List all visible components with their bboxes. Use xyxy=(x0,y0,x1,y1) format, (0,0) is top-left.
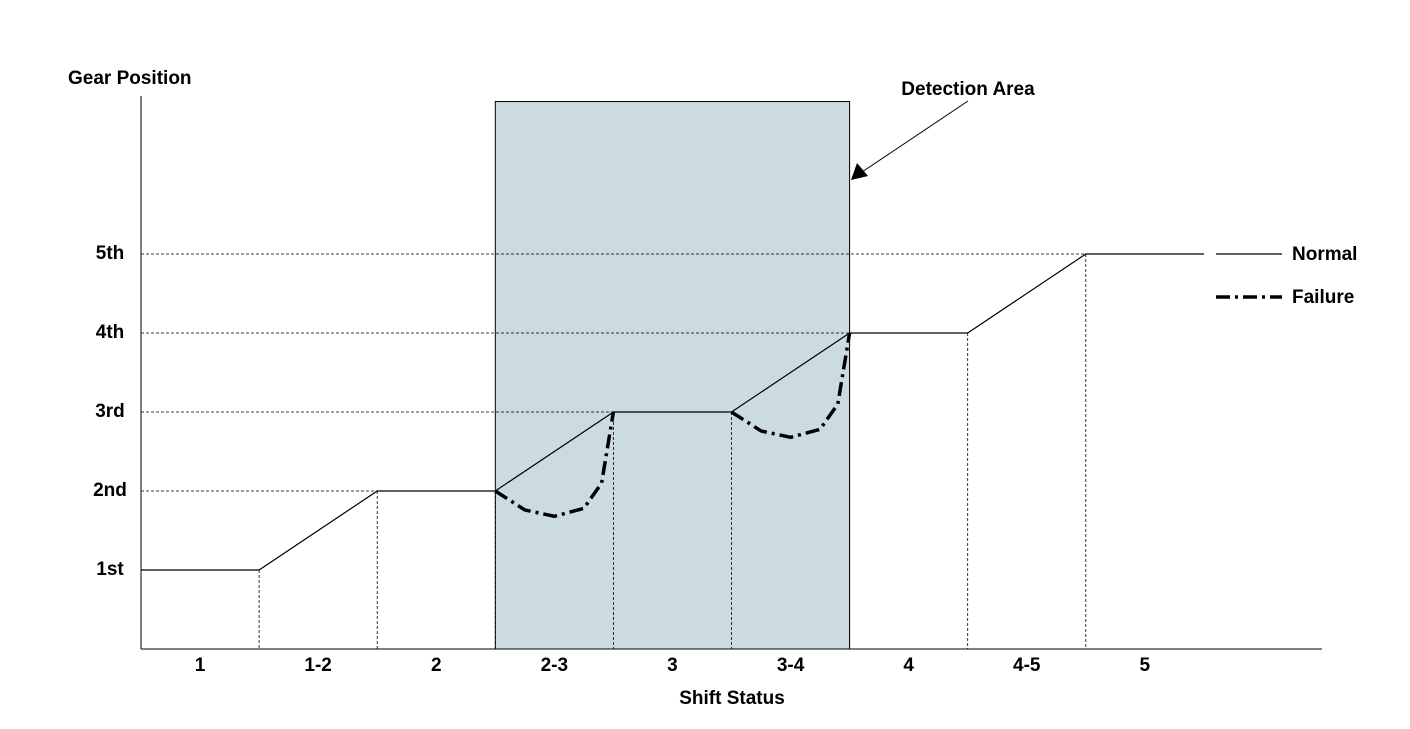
x-tick-label: 2 xyxy=(431,655,442,676)
annotation-arrow xyxy=(861,100,969,173)
detection-area xyxy=(494,101,851,650)
series-line xyxy=(141,253,1204,571)
y-tick-label: 1st xyxy=(96,559,124,580)
y-tick-label: 2nd xyxy=(93,480,127,501)
x-tick-label: 3-4 xyxy=(777,655,805,676)
x-tick-label: 4-5 xyxy=(1013,655,1041,676)
series-line xyxy=(494,332,852,519)
annotation-label: Detection Area xyxy=(901,79,1035,100)
legend-label: Failure xyxy=(1292,287,1354,308)
x-axis-title: Shift Status xyxy=(679,688,785,709)
y-tick-label: 5th xyxy=(96,243,125,264)
x-tick-label: 5 xyxy=(1140,655,1151,676)
x-tick-label: 1 xyxy=(195,655,206,676)
arrow-head xyxy=(851,163,868,180)
y-axis-title: Gear Position xyxy=(68,68,192,89)
y-tick-label: 4th xyxy=(96,322,125,343)
legend-label: Normal xyxy=(1292,244,1357,265)
x-tick-label: 2-3 xyxy=(541,655,568,676)
x-tick-label: 1-2 xyxy=(304,655,331,676)
x-tick-label: 4 xyxy=(903,655,914,676)
x-tick-label: 3 xyxy=(667,655,678,676)
y-tick-label: 3rd xyxy=(95,401,125,422)
